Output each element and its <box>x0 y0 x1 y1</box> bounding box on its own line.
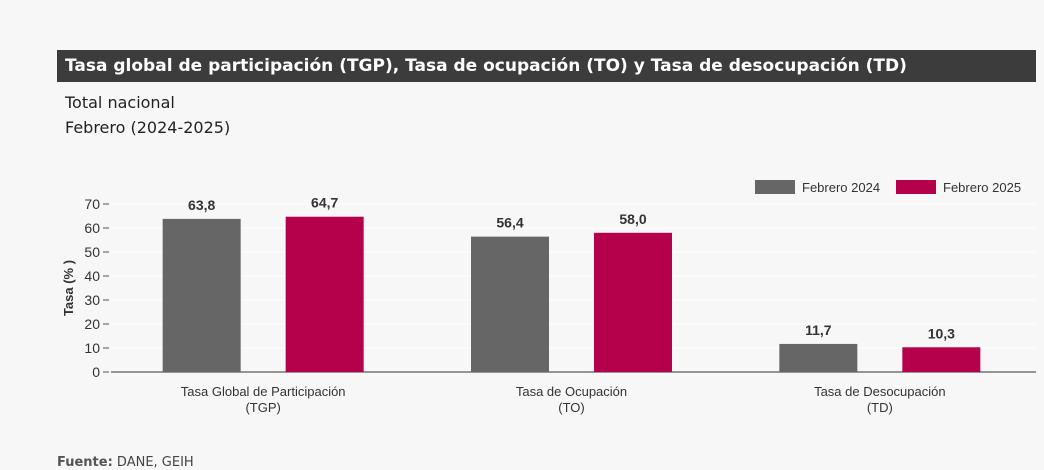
legend-label: Febrero 2024 <box>802 180 880 195</box>
y-tick-label: 20 <box>84 316 100 332</box>
bar <box>902 347 981 372</box>
data-label: 11,7 <box>805 322 832 338</box>
y-tick-label: 60 <box>84 220 100 236</box>
y-tick-label: 70 <box>84 196 100 212</box>
source-note: Fuente: DANE, GEIH <box>57 455 194 470</box>
data-label: 58,0 <box>619 211 646 227</box>
x-tick-label: (TD) <box>867 400 893 415</box>
y-tick-label: 40 <box>84 268 100 284</box>
legend-swatch <box>896 180 936 194</box>
x-tick-label: Tasa Global de Participación <box>181 384 346 399</box>
subtitle-scope: Total nacional <box>65 93 175 112</box>
y-axis-label: Tasa (% ) <box>61 260 76 316</box>
bar <box>162 218 241 372</box>
bar <box>594 232 672 372</box>
y-tick-label: 30 <box>84 292 100 308</box>
bar <box>779 343 858 372</box>
x-tick-label: Tasa de Ocupación <box>516 384 627 399</box>
data-label: 64,7 <box>311 195 338 211</box>
legend-label: Febrero 2025 <box>943 180 1021 195</box>
chart-title: Tasa global de participación (TGP), Tasa… <box>57 50 1036 82</box>
x-tick-label: Tasa de Desocupación <box>814 384 946 399</box>
data-label: 10,3 <box>928 325 955 341</box>
legend-swatch <box>755 180 795 194</box>
data-label: 56,4 <box>496 215 523 231</box>
subtitle-period: Febrero (2024-2025) <box>65 118 231 137</box>
y-tick-label: 10 <box>84 340 100 356</box>
x-tick-label: (TO) <box>558 400 584 415</box>
y-tick-label: 50 <box>84 244 100 260</box>
x-tick-label: (TGP) <box>245 400 280 415</box>
y-tick-label: 0 <box>92 364 100 380</box>
bar <box>471 236 549 372</box>
source-text: DANE, GEIH <box>112 455 194 470</box>
source-label: Fuente: <box>57 455 113 470</box>
bar <box>285 216 364 372</box>
data-label: 63,8 <box>188 197 215 213</box>
